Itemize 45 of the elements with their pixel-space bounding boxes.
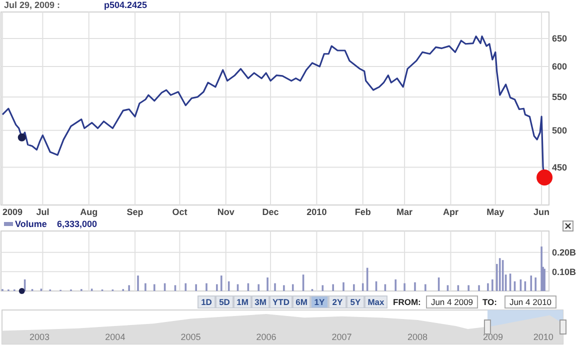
y-tick-label: 550 bbox=[552, 92, 568, 102]
category-label: 1Y bbox=[314, 297, 326, 307]
x-tick-label: Feb bbox=[354, 207, 372, 217]
text: Jun 4 2010 bbox=[509, 297, 552, 307]
y-tick-label: 500 bbox=[552, 125, 568, 136]
x-tick-label: Mar bbox=[396, 207, 414, 217]
category-label: 1M bbox=[236, 297, 248, 307]
category-label: 5Y bbox=[350, 297, 362, 307]
x-tick-label: Nov bbox=[217, 207, 234, 217]
text: TO: bbox=[482, 297, 498, 307]
legend-label: Volume bbox=[15, 219, 47, 229]
x-tick-label: Aug bbox=[80, 207, 98, 217]
y-tick-label: 600 bbox=[552, 62, 568, 72]
text: Jul 29, 2009 : bbox=[4, 0, 60, 10]
x-tick-label: 2004 bbox=[105, 332, 126, 342]
category-label: YTD bbox=[272, 297, 290, 307]
text: 6,333,000 bbox=[57, 219, 98, 229]
x-tick-label: 2008 bbox=[408, 332, 428, 342]
x-tick-label: Apr bbox=[442, 207, 459, 217]
x-tick-label: Sep bbox=[126, 207, 144, 217]
category-label: 1D bbox=[201, 297, 212, 307]
x-tick-label: 2005 bbox=[180, 332, 201, 342]
category-label: 5D bbox=[219, 297, 230, 307]
x-tick-label: Jun bbox=[534, 207, 550, 217]
category-label: 6M bbox=[296, 297, 308, 307]
category-label: 3M bbox=[254, 297, 266, 307]
x-tick-label: May bbox=[486, 207, 504, 217]
x-tick-label: Dec bbox=[262, 207, 279, 217]
y-tick-label: 450 bbox=[552, 162, 568, 172]
y-tick-label: 0.20B bbox=[552, 247, 577, 258]
x-tick-label: 2007 bbox=[332, 332, 352, 342]
y-tick-label: 0.10B bbox=[552, 266, 577, 277]
x-tick-label: 2010 bbox=[533, 332, 554, 342]
category-label: Max bbox=[368, 297, 385, 307]
y-tick-label: 650 bbox=[552, 34, 568, 44]
x-tick-label: 2009 bbox=[2, 207, 23, 217]
x-tick-label: 2010 bbox=[306, 207, 327, 217]
text: Jun 4 2009 bbox=[430, 297, 474, 307]
x-tick-label: Jul bbox=[36, 207, 50, 217]
x-tick-label: Oct bbox=[172, 207, 188, 217]
x-tick-label: 2003 bbox=[29, 332, 50, 342]
x-tick-label: 2006 bbox=[256, 332, 276, 342]
text: p504.2425 bbox=[104, 0, 148, 10]
category-label: 2Y bbox=[332, 297, 344, 307]
text: FROM: bbox=[393, 297, 422, 307]
